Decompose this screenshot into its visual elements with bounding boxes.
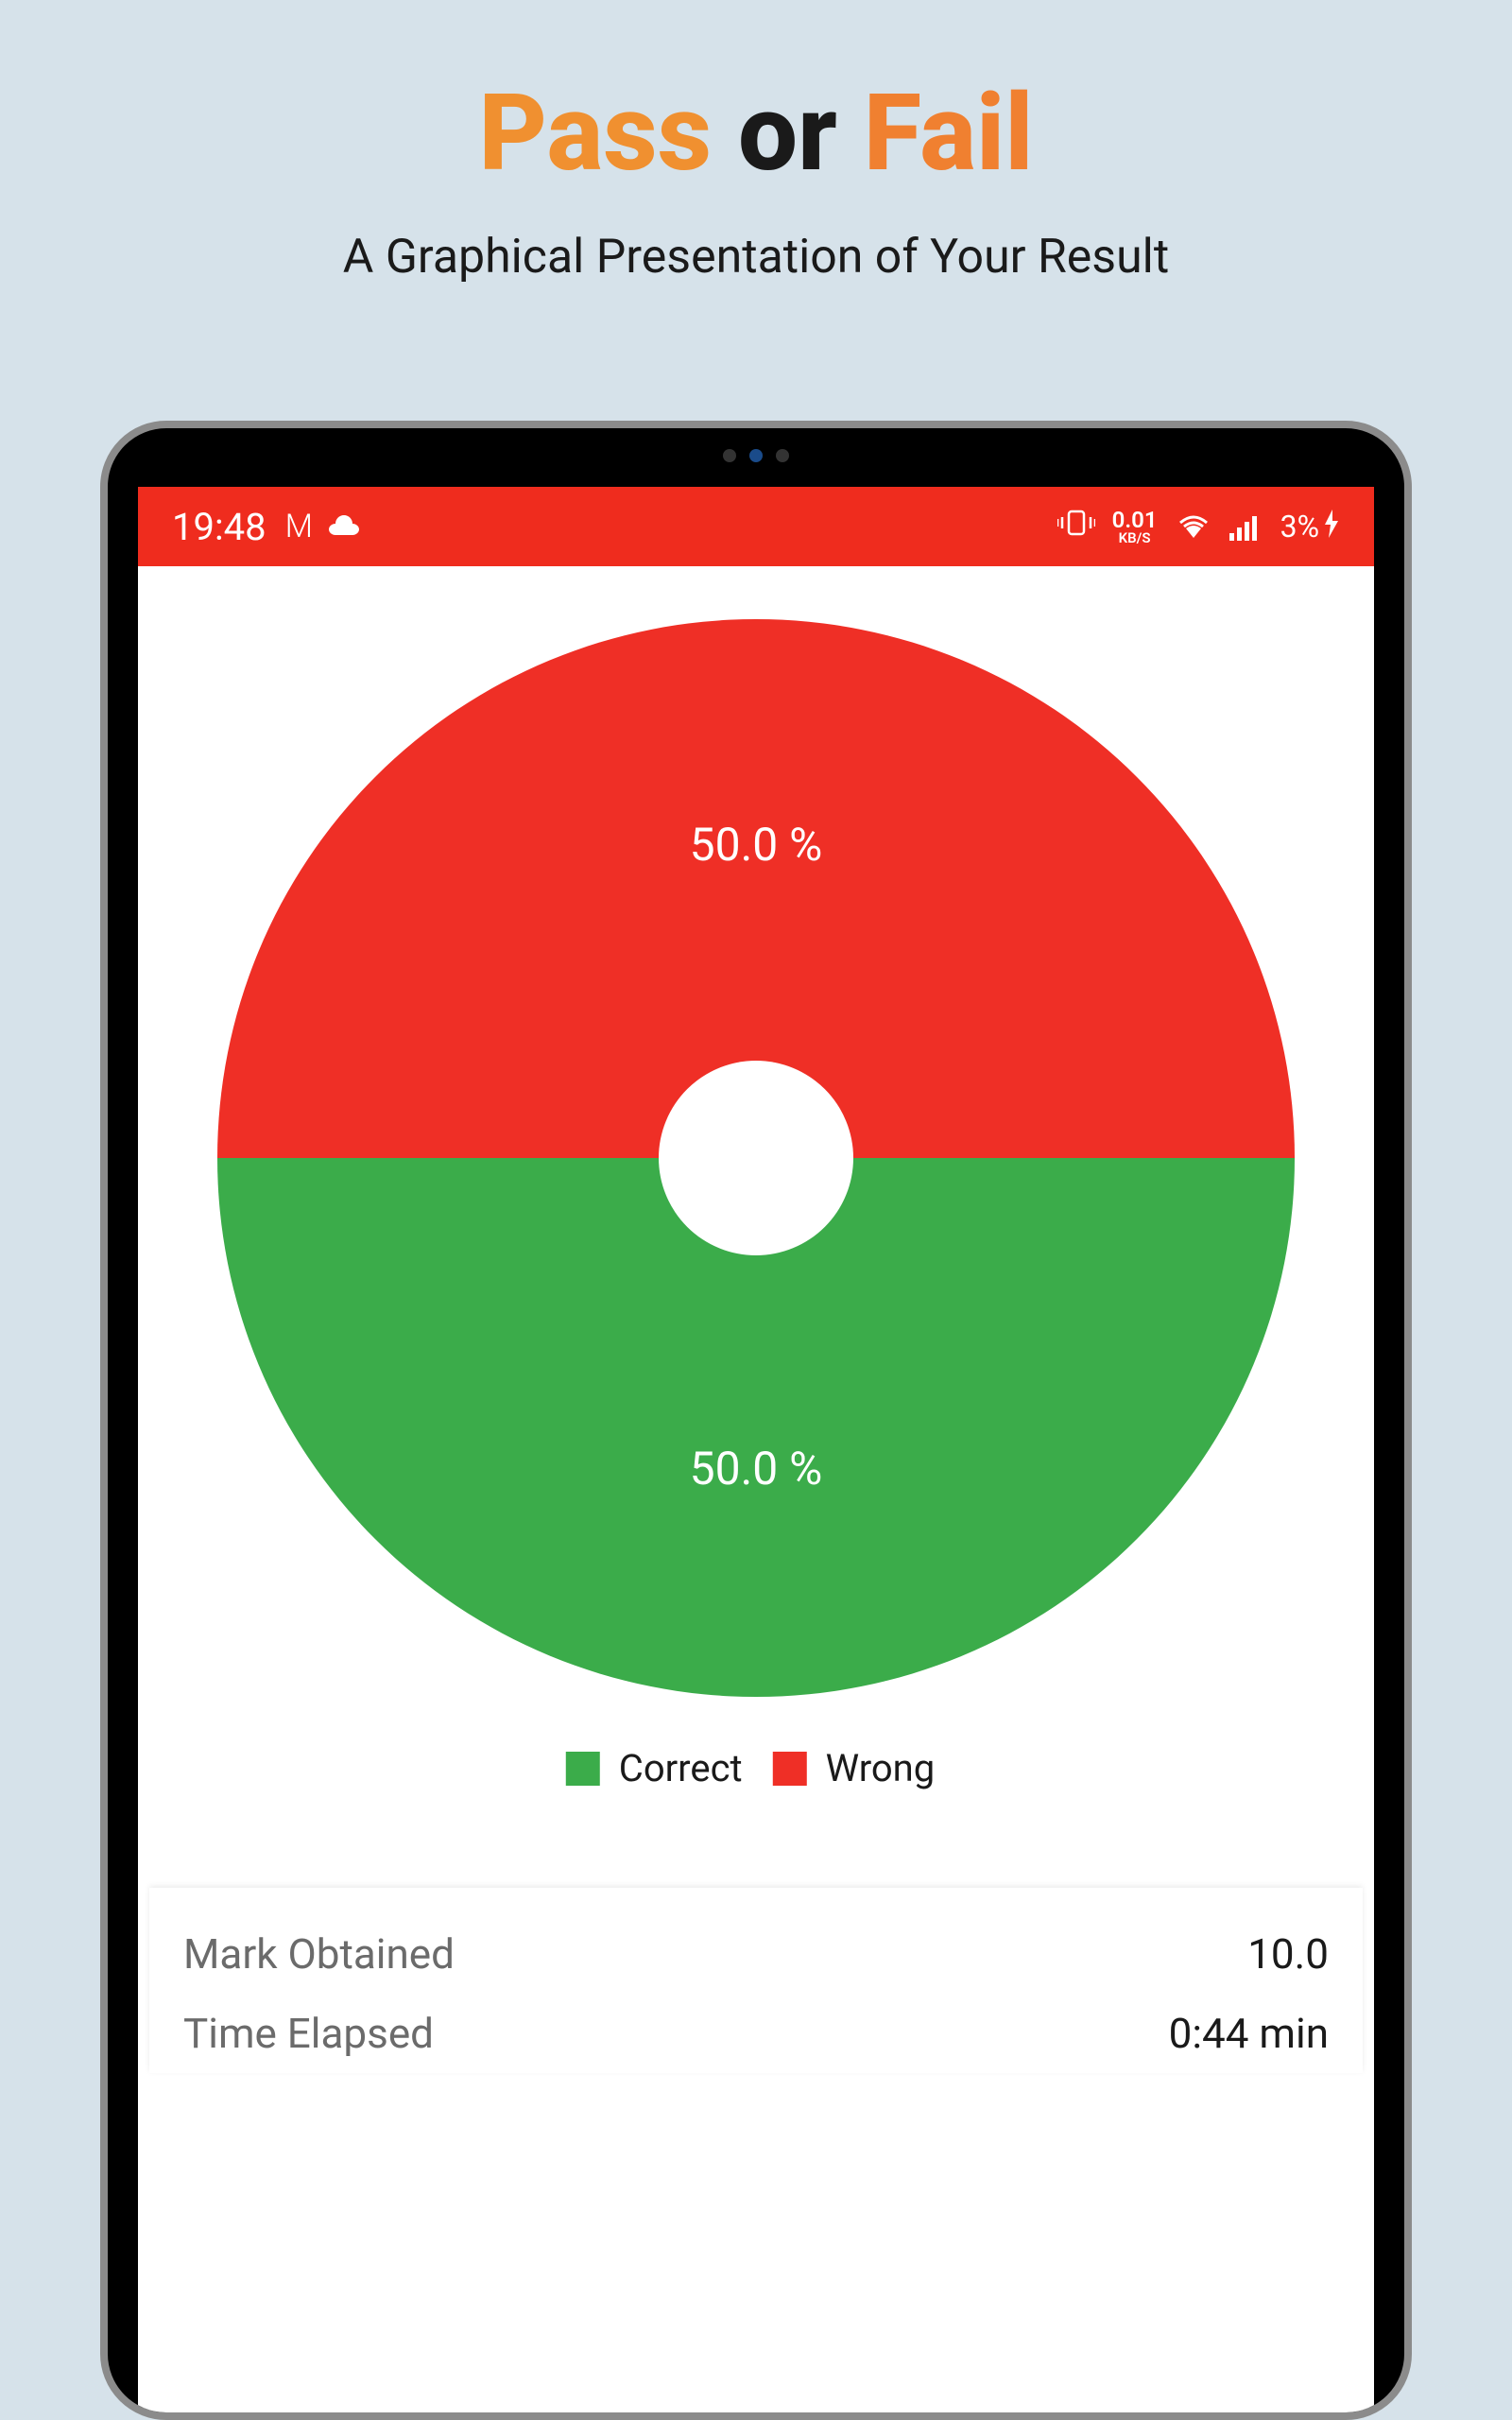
donut-chart <box>217 619 1295 1697</box>
page-header: Pass or Fail A Graphical Presentation of… <box>0 0 1512 285</box>
slice-label-wrong: 50.0 % <box>690 818 823 872</box>
vibrate-icon <box>1057 508 1095 545</box>
result-value-time: 0:44 min <box>1169 2009 1329 2058</box>
data-rate-indicator: 0.01 KB/S <box>1112 509 1158 545</box>
status-bar: 19:48 M 0.01 KB/S <box>138 487 1374 566</box>
page-subtitle: A Graphical Presentation of Your Result <box>0 230 1512 285</box>
charging-icon <box>1323 510 1340 544</box>
status-bar-left: 19:48 M <box>172 505 360 549</box>
slice-label-correct: 50.0 % <box>690 1442 823 1495</box>
title-word-fail: Fail <box>864 72 1034 196</box>
data-rate-unit: KB/S <box>1119 531 1151 545</box>
chart-legend: Correct Wrong <box>566 1746 946 1790</box>
notch-camera-icon <box>776 449 789 462</box>
result-value-mark: 10.0 <box>1247 1929 1329 1979</box>
result-row: Time Elapsed 0:44 min <box>183 1994 1329 2073</box>
results-card: Mark Obtained 10.0 Time Elapsed 0:44 min <box>149 1888 1363 2073</box>
notch-sensor-icon <box>749 449 763 462</box>
title-word-or: or <box>738 72 837 196</box>
result-row: Mark Obtained 10.0 <box>183 1914 1329 1994</box>
page-title: Pass or Fail <box>0 76 1512 192</box>
notch-camera-icon <box>723 449 736 462</box>
cloud-icon <box>328 508 360 545</box>
status-bar-right: 0.01 KB/S 3% <box>1057 508 1340 545</box>
gmail-icon: M <box>285 508 309 545</box>
tablet-frame: 19:48 M 0.01 KB/S <box>100 421 1412 2420</box>
legend-label-correct: Correct <box>619 1746 743 1790</box>
result-label-time: Time Elapsed <box>183 2009 434 2058</box>
battery-indicator: 3% <box>1280 509 1340 544</box>
title-word-pass: Pass <box>479 72 713 196</box>
legend-swatch-correct <box>566 1752 600 1786</box>
battery-percent: 3% <box>1280 509 1319 544</box>
chart-area: 50.0 % 50.0 % Correct Wrong <box>138 566 1374 1871</box>
result-label-mark: Mark Obtained <box>183 1929 455 1979</box>
legend-label-wrong: Wrong <box>826 1746 936 1790</box>
data-rate-value: 0.01 <box>1112 509 1158 531</box>
status-time: 19:48 <box>172 505 266 549</box>
tablet-notch <box>723 449 789 462</box>
wifi-icon <box>1175 511 1212 542</box>
signal-icon <box>1229 512 1263 541</box>
donut-hole <box>659 1061 853 1255</box>
tablet-screen: 19:48 M 0.01 KB/S <box>138 487 1374 2412</box>
legend-swatch-wrong <box>773 1752 807 1786</box>
